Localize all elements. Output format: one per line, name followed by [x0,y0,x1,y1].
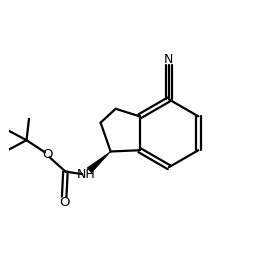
Text: N: N [164,53,174,67]
Text: O: O [43,148,53,161]
Polygon shape [87,151,111,173]
Text: O: O [59,196,69,209]
Text: NH: NH [77,168,95,181]
